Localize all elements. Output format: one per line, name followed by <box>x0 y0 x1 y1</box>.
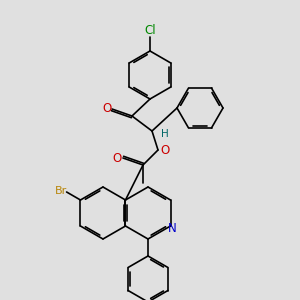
Text: O: O <box>112 152 122 164</box>
Text: O: O <box>160 145 169 158</box>
Text: Cl: Cl <box>144 25 156 38</box>
Text: H: H <box>161 129 169 139</box>
Text: Br: Br <box>55 186 67 196</box>
Text: N: N <box>168 221 177 235</box>
Text: O: O <box>102 103 112 116</box>
